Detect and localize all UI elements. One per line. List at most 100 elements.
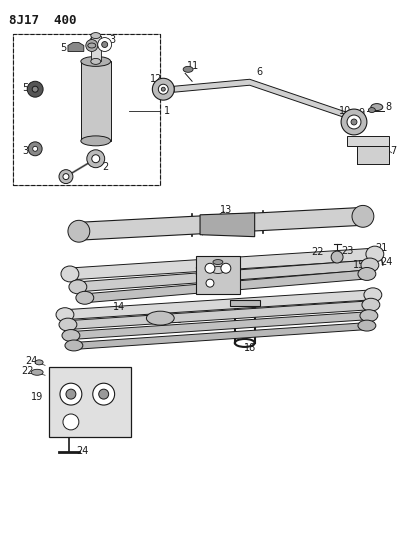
Circle shape [347,115,361,129]
Circle shape [152,78,174,100]
Polygon shape [65,290,373,320]
Ellipse shape [69,280,87,294]
Ellipse shape [59,318,77,331]
Text: 22: 22 [311,247,323,257]
Circle shape [63,174,69,180]
Polygon shape [79,207,363,240]
Polygon shape [174,79,354,125]
Circle shape [99,389,109,399]
Circle shape [59,169,73,183]
Text: 21: 21 [376,243,388,253]
Text: 23: 23 [341,246,353,256]
Bar [196,256,240,294]
Circle shape [158,84,168,94]
Ellipse shape [213,260,223,264]
Ellipse shape [88,43,96,48]
Text: 5: 5 [22,83,28,93]
Circle shape [206,279,214,287]
Text: 25: 25 [197,260,209,270]
Bar [13,34,160,184]
Polygon shape [71,312,369,340]
Text: 26: 26 [194,267,206,277]
Text: 18: 18 [244,343,256,353]
Circle shape [33,147,38,151]
Text: 9: 9 [358,108,364,118]
Circle shape [221,263,231,273]
Polygon shape [70,248,375,280]
Text: 22: 22 [21,366,33,376]
Ellipse shape [91,33,101,38]
Circle shape [32,86,38,92]
Bar [49,367,131,437]
Text: 8J17  400: 8J17 400 [9,14,77,27]
Text: 11: 11 [187,61,199,71]
Text: 24: 24 [76,446,89,456]
Text: 14: 14 [113,302,125,312]
Circle shape [351,119,357,125]
Circle shape [205,263,215,273]
Ellipse shape [56,308,74,321]
Ellipse shape [65,340,83,351]
Polygon shape [74,322,367,350]
Bar [13,34,160,184]
Text: 8: 8 [386,102,392,112]
Text: 2: 2 [103,161,109,172]
Text: 3: 3 [110,35,115,45]
Polygon shape [68,301,371,329]
Text: 17: 17 [217,287,229,297]
Text: 10: 10 [339,106,351,116]
Text: 5: 5 [60,44,66,53]
Ellipse shape [31,369,43,375]
Polygon shape [347,136,389,164]
Circle shape [63,414,79,430]
Polygon shape [81,61,111,141]
Circle shape [66,389,76,399]
Circle shape [341,109,367,135]
Bar [91,36,101,61]
Circle shape [86,39,98,52]
Text: 1: 1 [164,106,170,116]
Text: 7: 7 [390,146,397,156]
Ellipse shape [358,320,376,331]
Circle shape [28,142,42,156]
Ellipse shape [76,292,94,304]
Text: 22: 22 [90,424,102,434]
Ellipse shape [35,360,43,365]
Ellipse shape [360,310,378,321]
Polygon shape [68,43,84,52]
Ellipse shape [146,311,174,325]
Text: 4: 4 [89,35,95,45]
Text: 15: 15 [353,260,365,270]
Ellipse shape [68,220,90,242]
Ellipse shape [352,205,374,227]
Text: 6: 6 [256,67,263,77]
Ellipse shape [358,268,376,280]
Circle shape [87,150,105,168]
Ellipse shape [211,266,225,273]
Text: 24: 24 [25,357,37,366]
Text: 19: 19 [31,392,43,402]
Polygon shape [85,270,367,303]
Ellipse shape [368,108,375,112]
Circle shape [27,81,43,97]
Ellipse shape [183,67,193,72]
Circle shape [92,155,100,163]
Polygon shape [200,213,255,237]
Ellipse shape [362,298,380,311]
Ellipse shape [361,258,379,272]
Bar [230,300,260,306]
Ellipse shape [61,266,79,282]
Ellipse shape [62,329,80,342]
Circle shape [60,383,82,405]
Circle shape [93,383,115,405]
Text: 13: 13 [220,205,232,215]
Ellipse shape [371,103,383,110]
Ellipse shape [81,136,111,146]
Circle shape [331,251,343,263]
Circle shape [98,37,112,52]
Polygon shape [78,260,370,292]
Text: 12: 12 [150,74,162,84]
Ellipse shape [364,288,382,302]
Text: 24: 24 [381,257,393,267]
Circle shape [102,42,108,47]
